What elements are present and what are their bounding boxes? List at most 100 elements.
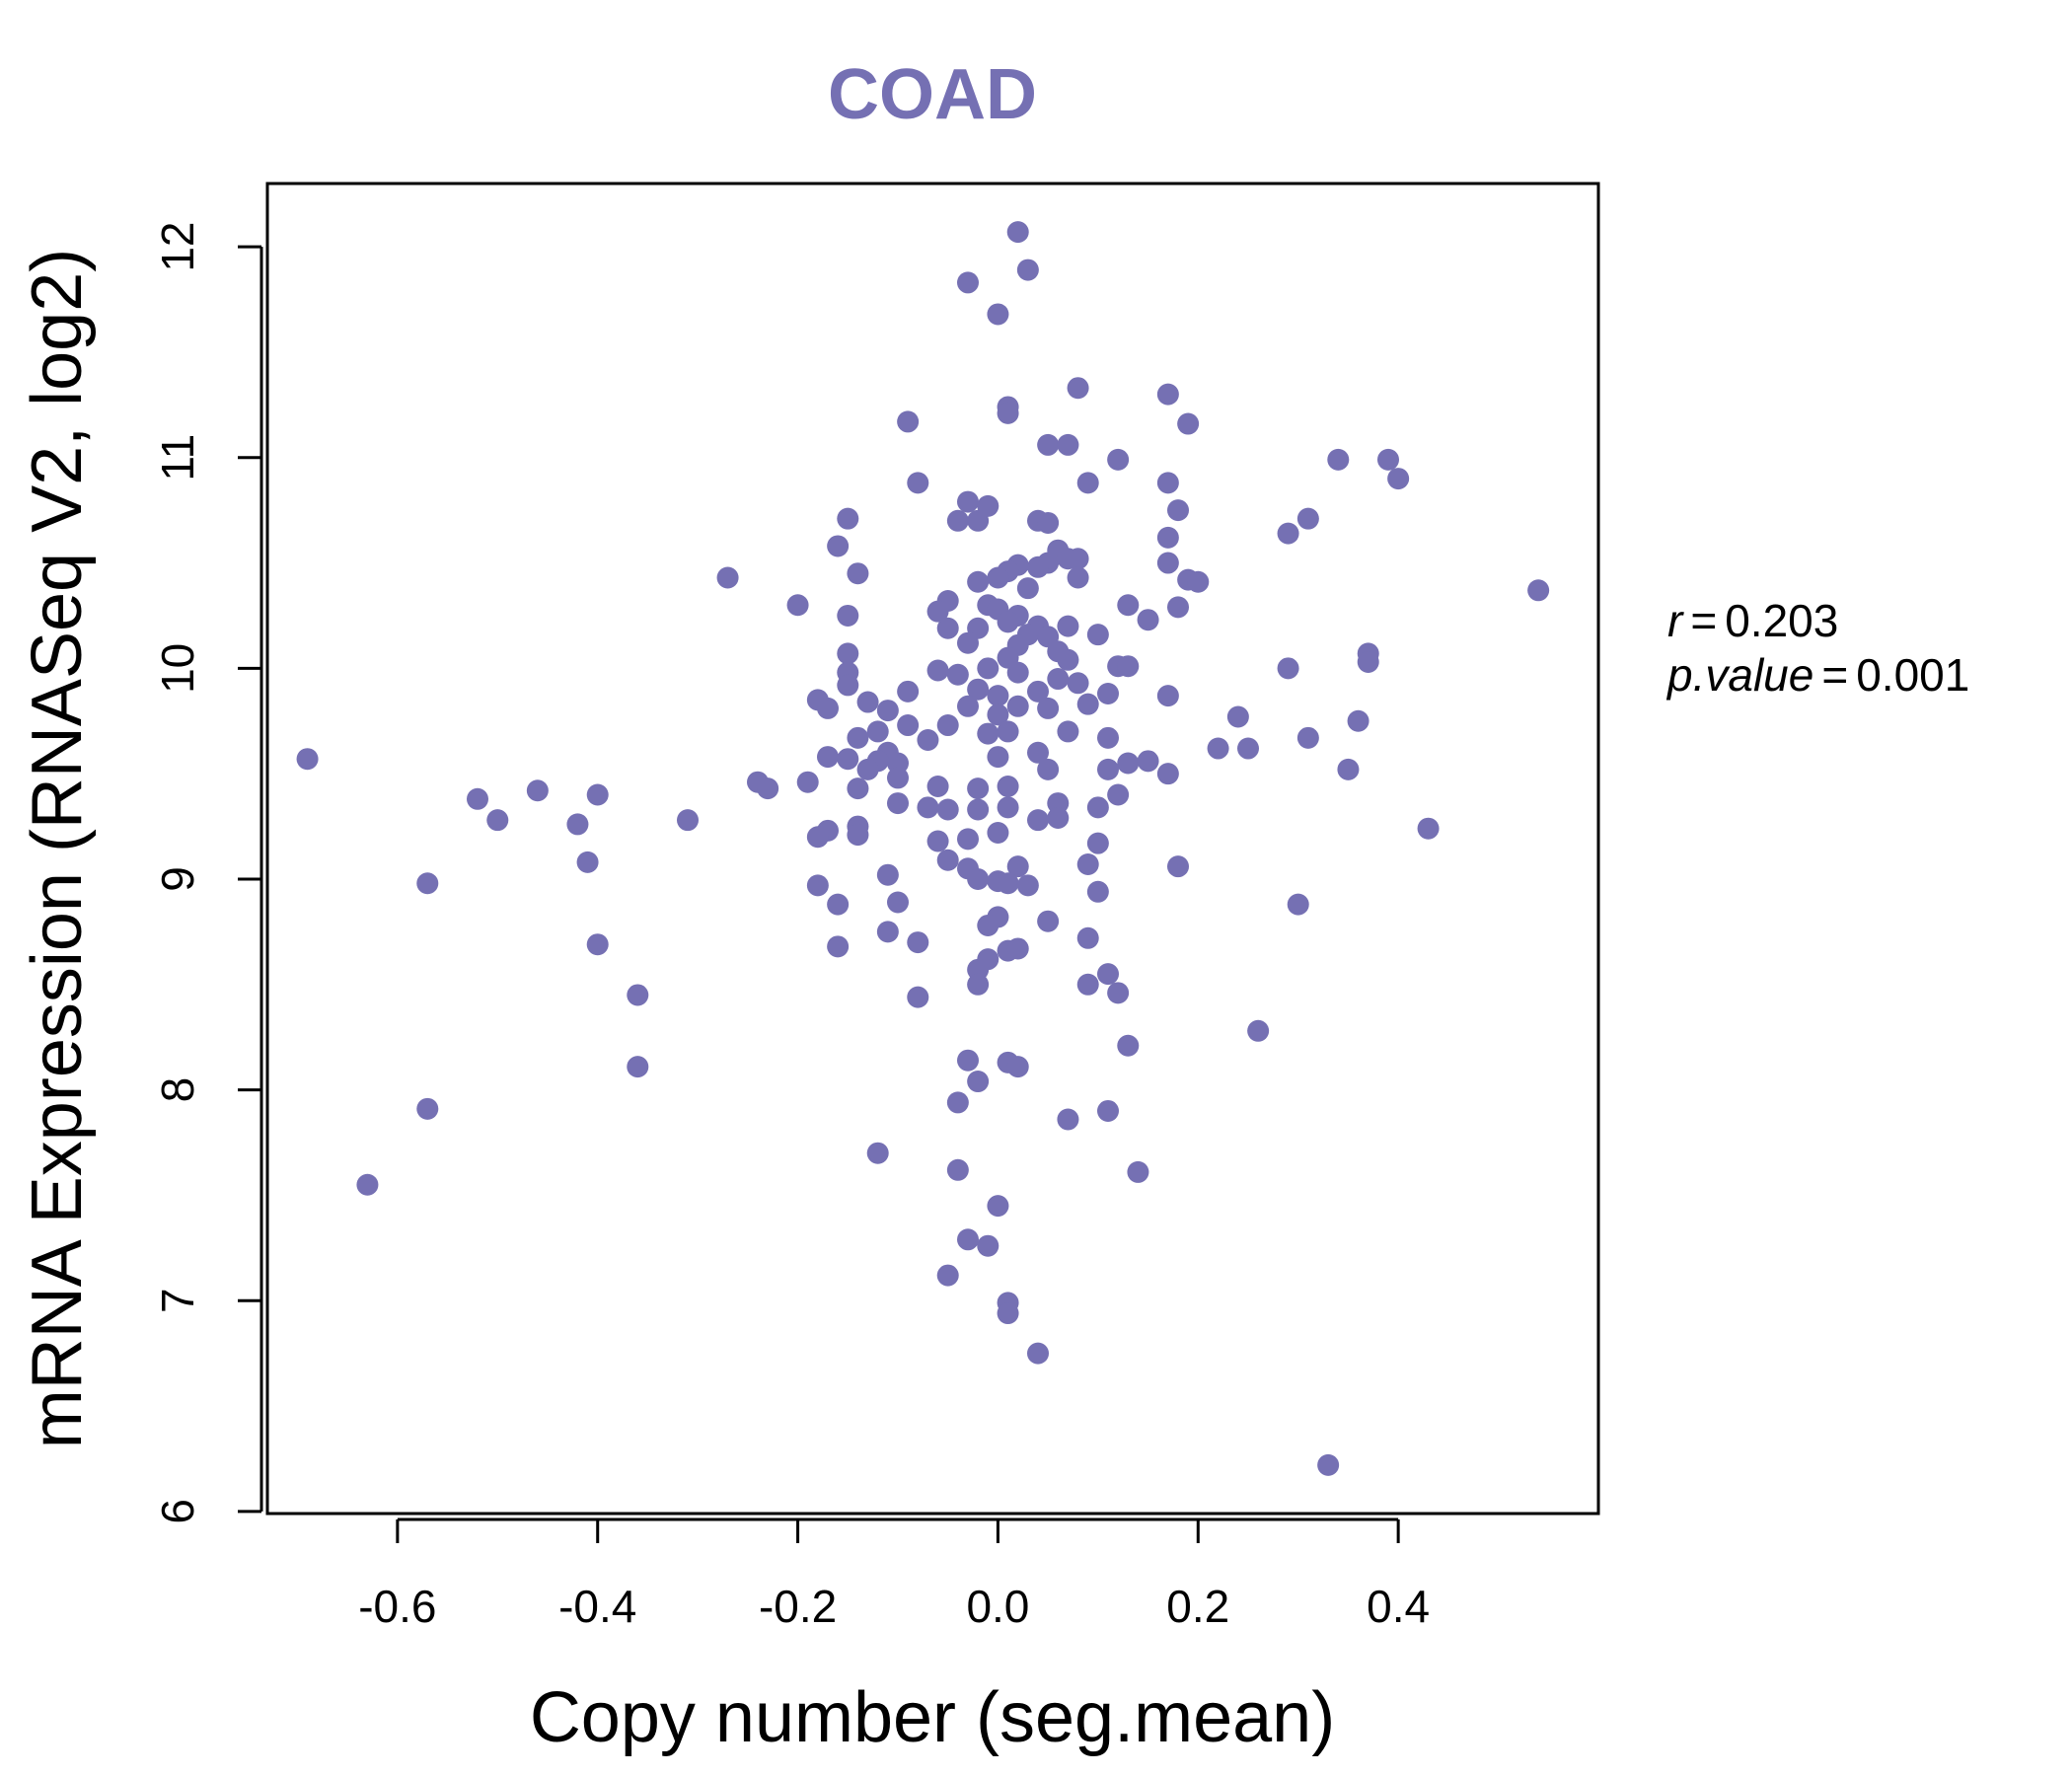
correlation-stat: r = 0.203 (1667, 595, 1838, 646)
data-point (1107, 783, 1130, 806)
data-point (1076, 472, 1099, 494)
data-point (1076, 853, 1099, 876)
r-label: r (1667, 595, 1684, 646)
p-value-stat: p.value = 0.001 (1665, 649, 1969, 701)
y-tick-label: 9 (152, 866, 203, 892)
data-point (957, 1049, 979, 1072)
data-point (1086, 796, 1109, 819)
data-point (467, 787, 488, 810)
data-point (1006, 221, 1029, 244)
data-point (576, 851, 599, 873)
data-point (1167, 596, 1189, 619)
data-point (1037, 910, 1060, 932)
data-point (977, 722, 999, 745)
data-point (967, 973, 990, 996)
data-point (1057, 433, 1079, 456)
data-point (1097, 726, 1119, 749)
data-point (887, 792, 909, 815)
data-point (997, 796, 1019, 819)
data-point (866, 1142, 889, 1164)
data-point (827, 935, 850, 958)
data-point (997, 775, 1019, 797)
data-point (1057, 720, 1079, 743)
data-point (1067, 566, 1089, 589)
data-point (987, 685, 1009, 707)
data-point (936, 617, 959, 639)
data-point (917, 728, 939, 751)
data-point (936, 849, 959, 871)
y-tick-label: 7 (152, 1288, 203, 1313)
data-point (837, 748, 859, 771)
data-point (716, 566, 739, 589)
data-point (926, 830, 949, 852)
data-point (796, 771, 819, 793)
data-point (847, 777, 869, 800)
data-point (1086, 624, 1109, 646)
data-point (997, 720, 1019, 743)
data-point (1156, 383, 1179, 406)
data-point (936, 714, 959, 737)
data-point (586, 933, 609, 956)
data-point (897, 680, 920, 703)
data-point (1177, 412, 1200, 435)
data-point (627, 1056, 649, 1078)
data-point (946, 509, 969, 532)
data-point (887, 767, 909, 789)
y-tick-label: 6 (152, 1499, 203, 1524)
data-point (967, 1071, 990, 1093)
data-points (296, 221, 1550, 1476)
data-point (1117, 655, 1140, 678)
data-point (936, 1264, 959, 1287)
data-point (677, 809, 699, 832)
data-point (1277, 657, 1299, 680)
data-point (817, 697, 839, 719)
data-point (1417, 817, 1440, 840)
data-point (967, 570, 990, 593)
data-point (1016, 259, 1039, 281)
data-point (1027, 809, 1049, 832)
data-point (1037, 511, 1060, 534)
data-point (1156, 472, 1179, 494)
data-point (946, 1091, 969, 1114)
data-point (946, 663, 969, 686)
data-point (486, 809, 509, 832)
data-point (416, 872, 439, 895)
data-point (296, 748, 319, 771)
x-axis-label: Copy number (seg.mean) (530, 1678, 1335, 1757)
data-point (876, 863, 899, 886)
data-point (786, 594, 809, 617)
data-point (1117, 1034, 1140, 1057)
data-point (957, 271, 979, 294)
data-point (1086, 880, 1109, 903)
data-point (957, 1228, 979, 1251)
y-tick-label: 11 (152, 434, 203, 481)
data-point (1237, 737, 1259, 760)
data-point (806, 874, 829, 897)
data-point (876, 700, 899, 722)
data-point (1327, 448, 1350, 471)
data-point (847, 824, 869, 847)
y-tick-label: 8 (152, 1077, 203, 1103)
data-point (1296, 726, 1319, 749)
data-point (987, 821, 1009, 844)
data-point (1167, 499, 1189, 522)
data-point (997, 1302, 1019, 1325)
data-point (1187, 570, 1210, 593)
data-point (1076, 693, 1099, 715)
data-point (1156, 685, 1179, 707)
data-point (1117, 752, 1140, 775)
data-point (907, 472, 929, 494)
data-point (1006, 1056, 1029, 1078)
x-tick-label: 0.0 (966, 1581, 1029, 1632)
data-point (1006, 695, 1029, 717)
y-axis: 6 7 8 9 10 11 12 (152, 222, 263, 1524)
data-point (1156, 763, 1179, 785)
data-point (1317, 1453, 1340, 1476)
data-point (977, 914, 999, 936)
data-point (897, 714, 920, 737)
data-point (1137, 750, 1159, 773)
data-point (987, 303, 1009, 326)
p-value: 0.001 (1856, 649, 1969, 701)
p-label: p.value (1665, 649, 1813, 701)
chart-title: COAD (828, 55, 1037, 134)
